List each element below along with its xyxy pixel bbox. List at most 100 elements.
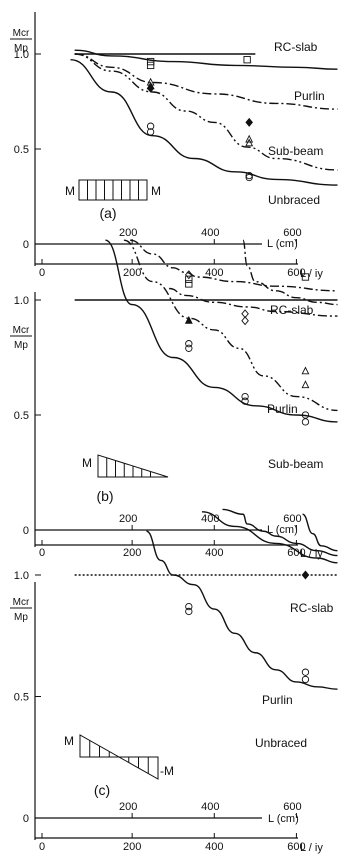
circle-marker — [301, 411, 310, 419]
series-line-unbraced — [105, 239, 338, 423]
moment-diagram: M -M — [64, 734, 174, 780]
x-tick-label-slenderness: 400 — [205, 841, 223, 853]
diamond-marker — [245, 117, 253, 127]
x-tick-label-slenderness: 600 — [287, 267, 305, 279]
x-tick-label-slenderness: 200 — [123, 547, 141, 559]
triangle-marker — [184, 315, 193, 324]
x-tick-label-cm: 600 — [283, 513, 301, 525]
series-line-secondary — [242, 239, 338, 306]
x-tick-label-cm: 400 — [201, 513, 219, 525]
y-axis-label: Mcr Mp — [10, 28, 32, 54]
y-tick-label: 0.5 — [14, 144, 29, 156]
triangle-marker — [301, 366, 310, 375]
series-line-rc-slab — [222, 508, 338, 557]
y-axis-label: Mcr Mp — [10, 597, 32, 623]
diamond-marker — [301, 570, 310, 580]
circle-marker — [241, 397, 249, 405]
y-tick-label: 0 — [23, 525, 29, 537]
y-tick-label: 1.0 — [14, 49, 29, 61]
x-tick-label-slenderness: 600 — [287, 841, 305, 853]
series-label-unbraced: Unbraced — [268, 193, 320, 207]
circle-marker — [245, 171, 253, 180]
series-label-purlin: Purlin — [262, 693, 293, 707]
square-marker — [301, 273, 310, 281]
square-marker — [243, 56, 251, 64]
moment-label-left: M — [64, 734, 74, 748]
x-tick-label-slenderness: 600 — [287, 547, 305, 559]
x-axis-label-slenderness: L / iy — [300, 842, 323, 854]
square-marker — [146, 61, 155, 70]
series-line-sub-beam — [123, 239, 338, 412]
triangle-marker — [245, 134, 254, 143]
series-line-sub-beam — [74, 53, 338, 171]
x-tick-label-cm: 600 — [283, 801, 301, 813]
y-tick-label: 0 — [23, 239, 29, 251]
panel-label: (b) — [96, 488, 113, 504]
x-tick-label-slenderness: 400 — [205, 547, 223, 559]
series-line-purlin — [74, 53, 338, 110]
x-tick-label-cm: 600 — [283, 227, 301, 239]
y-tick-label: 0.5 — [14, 410, 29, 422]
diamond-marker — [241, 316, 249, 326]
series-line-unbraced — [70, 59, 338, 186]
series-line-purlin — [169, 287, 338, 317]
y-label-denominator: Mp — [14, 43, 28, 54]
series-line-rc-slab — [74, 49, 338, 70]
circle-marker — [301, 668, 310, 676]
x-tick-label-cm: 200 — [119, 227, 137, 239]
circle-marker — [301, 418, 310, 426]
circle-marker — [241, 392, 249, 401]
x-tick-label-slenderness: 0 — [39, 841, 45, 853]
series-line-rc-slab — [130, 239, 338, 292]
series-label-purlin: Purlin — [267, 402, 298, 416]
triangle-marker — [245, 138, 254, 147]
x-tick-label-cm: 400 — [201, 801, 219, 813]
x-axis-label-slenderness: L / iy — [300, 268, 323, 280]
series-line-purlin — [201, 511, 338, 564]
panel-label: (a) — [99, 205, 116, 221]
y-tick-label: 1.0 — [14, 570, 29, 582]
square-marker — [185, 280, 193, 288]
circle-marker — [301, 675, 310, 684]
y-axis-label: Mcr Mp — [10, 325, 32, 351]
y-label-denominator: Mp — [14, 612, 28, 623]
x-axis-label-cm: L (cm) — [267, 238, 298, 250]
series-label-rc-slab: RC-slab — [270, 303, 314, 317]
series-label-unbraced: Unbraced — [255, 736, 307, 750]
series-line-secondary — [302, 513, 338, 552]
x-tick-label-slenderness: 400 — [205, 267, 223, 279]
y-label-numerator: Mcr — [13, 28, 30, 39]
x-tick-label-cm: 200 — [119, 513, 137, 525]
circle-marker — [146, 122, 155, 130]
y-label-denominator: Mp — [14, 340, 28, 351]
diamond-marker — [241, 309, 249, 319]
x-tick-label-slenderness: 0 — [39, 547, 45, 559]
moment-diagram: M — [82, 454, 169, 478]
circle-marker — [185, 344, 193, 352]
x-tick-label-slenderness: 0 — [39, 267, 45, 279]
series-label-purlin: Purlin — [294, 89, 325, 103]
x-tick-label-cm: 200 — [119, 801, 137, 813]
moment-label-right: -M — [160, 764, 174, 778]
square-marker — [146, 57, 155, 66]
series-label-rc-slab: RC-slab — [290, 601, 334, 615]
moment-label-left: M — [82, 456, 92, 470]
moment-label-right: M — [151, 184, 161, 198]
series-line-unbraced — [146, 530, 338, 690]
x-axis-label-cm: L (cm) — [268, 813, 299, 825]
diamond-marker — [185, 270, 193, 280]
series-label-sub-beam: Sub-beam — [268, 144, 323, 158]
x-tick-label-slenderness: 200 — [123, 267, 141, 279]
y-tick-label: 0.5 — [14, 692, 29, 704]
y-label-numerator: Mcr — [13, 597, 30, 608]
x-tick-label-cm: 400 — [201, 227, 219, 239]
y-label-numerator: Mcr — [13, 325, 30, 336]
x-axis-label-cm: L (cm) — [267, 524, 298, 536]
circle-marker — [245, 173, 253, 182]
circle-marker — [185, 607, 193, 616]
